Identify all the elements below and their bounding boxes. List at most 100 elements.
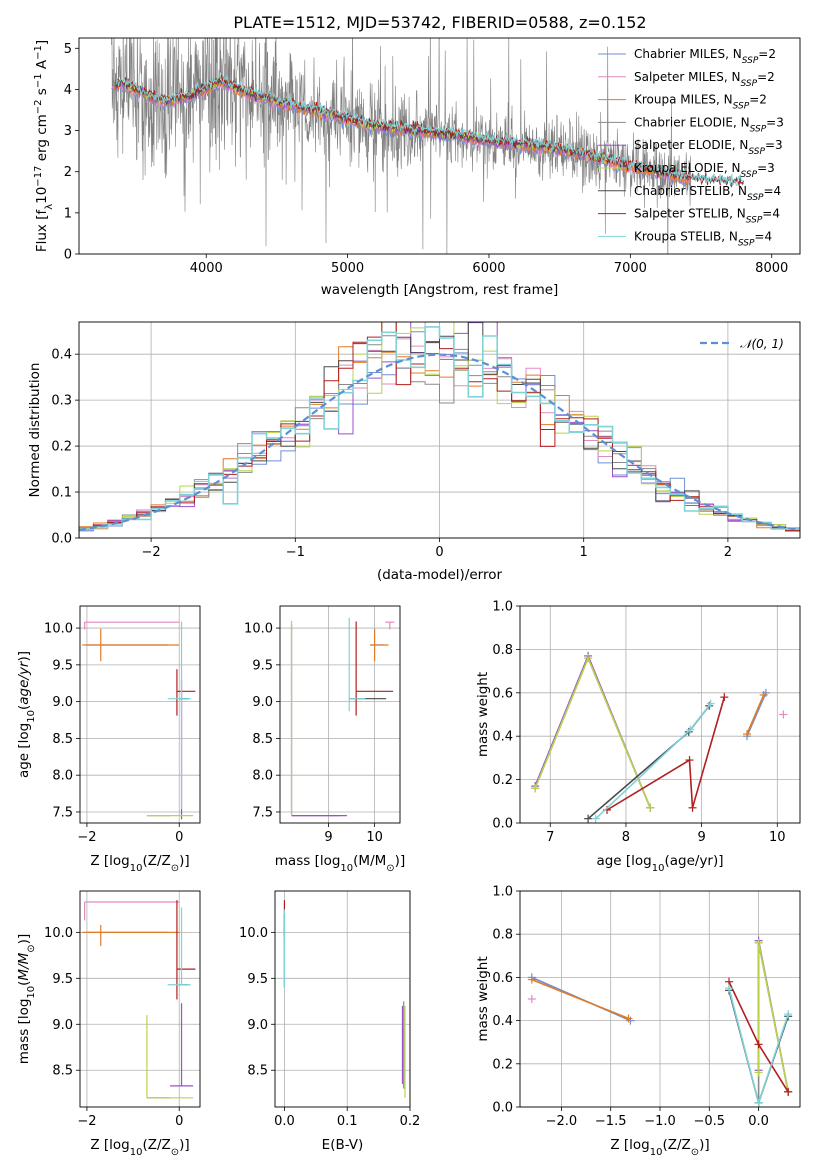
histograms [79, 322, 800, 538]
y-tick-label: 0.0 [492, 817, 513, 832]
y-axis-label: Flux [fλ10−17 erg cm−2 s−1 A−1] [33, 40, 55, 252]
errorbar-point [146, 1015, 194, 1099]
axes-frame [274, 890, 411, 1108]
x-tick-label: 4000 [190, 261, 223, 276]
errorbars [82, 900, 196, 1099]
series-line [595, 703, 712, 820]
model-spectrum-kroupa-stelib [115, 74, 744, 187]
x-tick-label: 0.0 [274, 1114, 295, 1129]
y-tick-label: 9.0 [252, 695, 273, 710]
x-tick-label: 0.1 [337, 1114, 358, 1129]
errorbar-point [82, 925, 180, 947]
y-axis-label: mass [log10(M/M⊙)] [16, 934, 37, 1064]
x-tick-label: 0 [175, 1114, 183, 1129]
series-line [746, 692, 767, 737]
x-tick-label: 1 [580, 545, 588, 560]
legend: Chabrier MILES, NSSP=2 Salpeter MILES, NS… [598, 47, 784, 248]
legend: 𝒩(0, 1) [700, 337, 784, 351]
age-weight-panel: 7 8 9 10 0.0 0.2 0.4 0.6 0.8 1.0 age [log10(age/yr… [475, 600, 801, 874]
axes-frame [279, 605, 401, 824]
y-axis-label: Normed distribution [27, 363, 43, 498]
y-tick-label: 9.5 [247, 972, 268, 987]
y-axis-label: mass weight [475, 956, 491, 1041]
histogram-kroupa-elodie [79, 322, 800, 538]
errorbar-point [167, 907, 191, 986]
x-axis-label: Z [log10(Z/Z⊙)] [610, 1137, 709, 1158]
errorbar-point [176, 669, 196, 716]
x-tick-label: 7000 [614, 261, 647, 276]
y-tick-label: 10.0 [244, 622, 273, 637]
errorbar-point [385, 621, 395, 630]
y-tick-label: 0 [64, 248, 72, 263]
series-line [534, 655, 651, 809]
y-tick-label: 0.8 [492, 643, 513, 658]
y-tick-label: 0.3 [51, 394, 72, 409]
legend-entry: Chabrier ELODIE, NSSP=3 [634, 115, 784, 134]
series-salpeter-stelib [603, 693, 729, 814]
errorbar-point [176, 900, 196, 1000]
y-tick-label: 8.5 [52, 1064, 73, 1079]
legend-entry: Salpeter MILES, NSSP=2 [634, 70, 775, 89]
series-line [534, 653, 651, 809]
y-tick-label: 8.0 [252, 769, 273, 784]
y-tick-label: 10.0 [44, 926, 73, 941]
y-tick-label: 9.5 [252, 658, 273, 673]
y-tick-label: 0.4 [492, 1014, 513, 1029]
y-tick-label: 0.2 [51, 440, 72, 455]
y-tick-label: 0.2 [492, 1057, 513, 1072]
y-tick-label: 1.0 [492, 885, 513, 900]
mass-age-panel: 9 10 7.5 8.0 8.5 9.0 9.5 10.0 mass [log10(M/M⊙)] [244, 605, 405, 874]
y-tick-label: 0.1 [51, 486, 72, 501]
x-tick-label: 0.2 [400, 1114, 421, 1129]
series-line [531, 978, 629, 1020]
x-tick-label: 9 [697, 830, 705, 845]
weight-series [527, 936, 793, 1107]
errorbar-point [348, 617, 366, 712]
y-tick-label: 0.0 [51, 532, 72, 547]
x-axis-label: age [log10(age/yr)] [596, 853, 723, 874]
series-chabrier-elodie [531, 654, 655, 812]
y-axis-label: mass weight [475, 672, 491, 757]
spectrum-panel: 4000 5000 6000 7000 8000 0 1 2 3 4 5 wavelength [An… [33, 37, 801, 298]
y-tick-label: 0.4 [492, 730, 513, 745]
errorbar-point [84, 901, 180, 921]
errorbars [290, 617, 395, 817]
series-kroupa-miles [527, 975, 633, 1023]
weight-series [531, 651, 788, 823]
y-tick-label: 4 [64, 83, 72, 98]
y-tick-label: 7.5 [52, 805, 73, 820]
y-tick-label: 8.5 [52, 732, 73, 747]
y-tick-label: 9.0 [52, 1018, 73, 1033]
y-tick-label: 8.5 [252, 732, 273, 747]
y-axis-label: age [log10(age/yr)] [16, 651, 37, 778]
x-tick-label: −1.0 [644, 1114, 676, 1129]
series-salpeter-stelib [725, 977, 793, 1096]
series-salpeter-miles [779, 710, 788, 719]
spectrum-lines [111, 38, 744, 254]
x-tick-label: −0.5 [694, 1114, 726, 1129]
legend-entry: Salpeter STELIB, NSSP=4 [634, 207, 780, 226]
legend-entry: Kroupa MILES, NSSP=2 [634, 93, 767, 112]
series-salpeter-elodie [531, 651, 655, 812]
z-mass-panel: −2 0 8.5 9.0 9.5 10.0 Z [log10(Z/Z⊙)] mass [log… [16, 890, 201, 1158]
axes-frame [519, 605, 801, 824]
legend-entry: Kroupa STELIB, NSSP=4 [634, 229, 772, 248]
series-kroupa-miles [743, 690, 768, 739]
x-tick-label: 0 [435, 545, 443, 560]
y-tick-label: 0.6 [492, 686, 513, 701]
errorbar-point [84, 621, 180, 630]
y-tick-label: 0.8 [492, 928, 513, 943]
legend-entry: Kroupa ELODIE, NSSP=3 [634, 161, 775, 180]
residuals-panel: −2 −1 0 1 2 0.0 0.1 0.2 0.3 0.4 (data-model)/error… [27, 321, 801, 583]
y-tick-label: 2 [64, 165, 72, 180]
x-tick-label: 6000 [472, 261, 505, 276]
x-tick-label: 10 [769, 830, 786, 845]
z-age-panel: −2 0 7.5 8.0 8.5 9.0 9.5 10.0 Z [log10(Z/Z⊙)] age… [16, 605, 201, 874]
y-tick-label: 5 [64, 42, 72, 57]
x-axis-label: Z [log10(Z/Z⊙)] [90, 1137, 189, 1158]
series-salpeter-miles [527, 995, 536, 1003]
y-tick-label: 0.6 [492, 971, 513, 986]
errorbars [82, 621, 196, 820]
y-tick-label: 10.0 [44, 622, 73, 637]
y-tick-label: 0.0 [492, 1101, 513, 1116]
